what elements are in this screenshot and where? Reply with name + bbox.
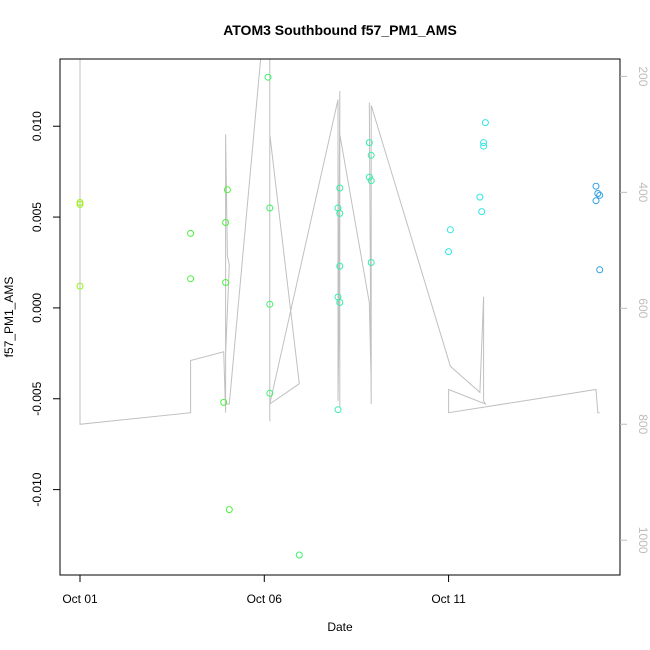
data-point	[187, 275, 195, 283]
data-point	[336, 262, 344, 270]
y-tick-label: -0.005	[30, 381, 44, 415]
y2-tick-label: 200	[636, 66, 650, 86]
data-point	[264, 73, 272, 81]
data-point	[266, 300, 274, 308]
x-axis-title: Date	[327, 620, 353, 634]
y-tick-label: -0.010	[30, 472, 44, 506]
line-layer	[79, 59, 600, 425]
data-point	[367, 177, 375, 185]
data-point	[76, 199, 84, 206]
chart-title: ATOM3 Southbound f57_PM1_AMS	[223, 22, 457, 38]
x-axis: Oct 01 Oct 06 Oct 11	[62, 575, 466, 606]
data-point	[336, 184, 344, 192]
data-point	[446, 226, 454, 234]
plot-frame	[59, 58, 621, 576]
data-point	[76, 200, 84, 208]
x-tick-label: Oct 01	[62, 592, 98, 606]
data-point	[445, 248, 453, 256]
data-point	[225, 506, 233, 514]
data-point	[222, 279, 230, 286]
y-axis-title: f57_PM1_AMS	[2, 277, 16, 358]
y-tick-label: 0.000	[30, 293, 44, 323]
data-point	[365, 173, 373, 181]
data-point	[334, 406, 342, 414]
y2-tick-label: 400	[636, 182, 650, 202]
line-series	[79, 59, 600, 425]
y-tick-label: 0.010	[30, 111, 44, 141]
data-point	[222, 219, 230, 226]
y2-tick-label: 800	[636, 414, 650, 434]
data-point	[266, 204, 274, 212]
data-point	[365, 139, 373, 147]
data-point	[594, 190, 602, 197]
points-layer	[76, 73, 604, 559]
data-point	[223, 186, 231, 194]
data-point	[336, 299, 344, 306]
data-point	[596, 191, 604, 199]
data-point	[596, 266, 604, 274]
y-tick-label: 0.005	[30, 202, 44, 232]
y2-tick-label: 600	[636, 298, 650, 318]
data-point	[481, 119, 489, 127]
data-point	[367, 151, 375, 159]
data-point	[336, 209, 344, 217]
y-axis: -0.010 -0.005 0.000 0.005 0.010	[30, 111, 60, 507]
data-point	[266, 389, 274, 397]
data-point	[478, 208, 486, 216]
data-point	[476, 193, 484, 201]
y-axis-right: 200 400 600 800 1000	[620, 66, 650, 554]
data-point	[295, 551, 303, 559]
data-point	[220, 398, 228, 406]
y2-tick-label: 1000	[636, 527, 650, 554]
data-point	[480, 142, 488, 150]
data-point	[480, 139, 488, 147]
data-point	[367, 259, 375, 266]
data-point	[592, 182, 600, 190]
data-point	[592, 197, 600, 205]
x-tick-label: Oct 06	[247, 592, 283, 606]
data-point	[76, 282, 84, 290]
data-point	[187, 229, 195, 237]
x-tick-label: Oct 11	[431, 592, 466, 606]
